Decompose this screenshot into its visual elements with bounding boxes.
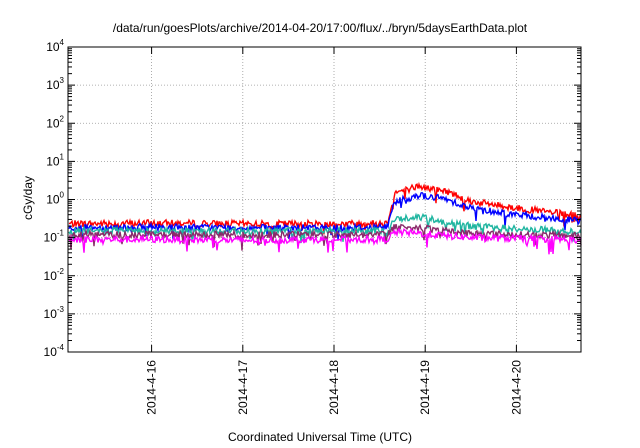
y-tick-label: 10-1	[44, 229, 65, 245]
y-tick-label: 10-3	[44, 305, 65, 321]
y-tick-label: 102	[46, 114, 64, 130]
series-line	[68, 191, 582, 241]
series-line	[68, 181, 582, 235]
axis-layer: 10-4 10-3 10-2 10-1 100 101 102 103 104 2014-4-16…	[44, 38, 581, 415]
x-tick-label: 2014-4-20	[509, 360, 523, 415]
x-tick-label: 2014-4-17	[236, 360, 250, 415]
y-tick-label: 10-2	[44, 267, 65, 283]
series-line	[68, 227, 582, 255]
y-axis-label: cGy/day	[21, 175, 35, 221]
x-axis-label: Coordinated Universal Time (UTC)	[227, 430, 413, 444]
y-tick-label: 103	[46, 76, 64, 92]
y-tick-label: 10-4	[44, 343, 65, 359]
series-line	[68, 223, 582, 251]
series-layer	[68, 181, 582, 255]
chart-title: /data/run/goesPlots/archive/2014-04-20/1…	[112, 21, 528, 35]
series-line	[68, 212, 582, 244]
y-tick-label: 100	[46, 191, 64, 207]
y-tick-label: 104	[46, 38, 64, 54]
y-tick-label: 101	[46, 152, 64, 168]
grid-lines	[68, 47, 581, 352]
x-tick-label: 2014-4-19	[418, 360, 432, 415]
x-tick-label: 2014-4-16	[145, 360, 159, 415]
plot-frame	[67, 46, 582, 353]
x-tick-label: 2014-4-18	[327, 360, 341, 415]
